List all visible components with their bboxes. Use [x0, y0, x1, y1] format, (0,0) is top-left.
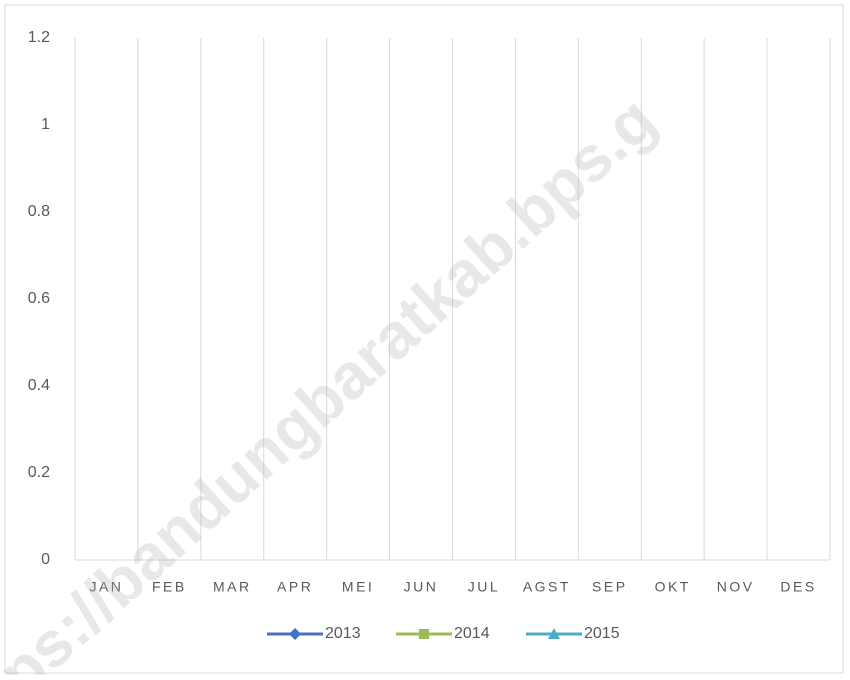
- x-tick-label: AGST: [523, 579, 571, 595]
- x-tick-label: SEP: [592, 579, 628, 595]
- y-tick-label: 0.8: [28, 203, 50, 220]
- x-tick-label: APR: [277, 579, 313, 595]
- x-tick-label: MEI: [342, 579, 374, 595]
- y-tick-label: 0.4: [28, 377, 50, 394]
- legend-marker: [548, 628, 560, 639]
- x-tick-label: JUN: [404, 579, 439, 595]
- x-tick-label: FEB: [152, 579, 187, 595]
- y-tick-label: 0: [41, 551, 50, 568]
- y-tick-label: 0.2: [28, 464, 50, 481]
- x-tick-label: JUL: [468, 579, 500, 595]
- legend-label: 2013: [325, 625, 361, 642]
- legend-marker: [419, 629, 429, 639]
- x-tick-label: MAR: [213, 579, 252, 595]
- x-tick-label: DES: [780, 579, 816, 595]
- legend-label: 2015: [584, 625, 620, 642]
- y-tick-label: 1.2: [28, 29, 50, 46]
- legend-marker: [289, 628, 301, 640]
- legend-label: 2014: [454, 625, 490, 642]
- y-tick-label: 0.6: [28, 290, 50, 307]
- x-tick-label: JAN: [89, 579, 123, 595]
- y-tick-label: 1: [41, 116, 50, 133]
- x-tick-label: OKT: [655, 579, 691, 595]
- chart-border: [4, 4, 844, 674]
- x-tick-label: NOV: [717, 579, 755, 595]
